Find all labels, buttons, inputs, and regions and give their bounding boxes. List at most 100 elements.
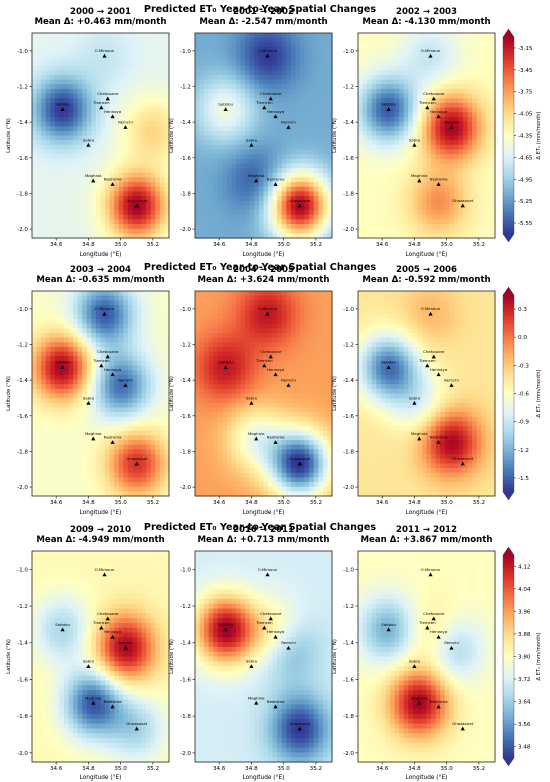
map-cell — [54, 219, 60, 225]
map-cell — [226, 177, 233, 183]
map-cell — [204, 88, 210, 95]
map-cell — [254, 158, 260, 165]
map-cell — [114, 228, 120, 234]
map-cell — [485, 140, 492, 146]
map-cell — [100, 472, 106, 478]
map-cell — [36, 486, 42, 492]
map-cell — [114, 177, 120, 183]
map-cell — [195, 74, 201, 81]
map-cell — [217, 186, 223, 193]
map-cell — [399, 191, 405, 197]
map-cell — [109, 416, 115, 423]
map-cell — [95, 388, 102, 395]
map-cell — [141, 168, 147, 174]
map-cell — [195, 149, 201, 155]
map-cell — [327, 168, 333, 174]
map-cell — [367, 84, 373, 90]
map-cell — [68, 149, 74, 155]
map-cell — [408, 60, 414, 67]
map-cell — [254, 98, 260, 104]
map-cell — [86, 88, 92, 95]
map-cell — [95, 224, 102, 230]
map-cell — [362, 107, 368, 113]
map-cell — [431, 140, 437, 146]
map-cell — [277, 46, 283, 53]
map-cell — [318, 37, 324, 43]
map-cell — [417, 219, 423, 225]
map-cell — [109, 98, 115, 104]
map-cell — [118, 84, 124, 90]
map-cell — [231, 60, 237, 67]
station-marker — [268, 96, 273, 101]
map-cell — [208, 107, 214, 113]
map-cell — [376, 140, 382, 146]
map-cell — [389, 46, 396, 53]
map-cell — [68, 210, 74, 216]
map-cell — [91, 74, 97, 81]
map-cell — [417, 107, 423, 113]
map-cell — [95, 112, 102, 118]
map-cell — [327, 37, 333, 43]
map-cell — [322, 149, 329, 155]
map-cell — [199, 144, 205, 151]
map-cell — [435, 42, 441, 48]
map-cell — [258, 154, 265, 160]
map-cell — [77, 337, 83, 343]
map-cell — [100, 210, 106, 216]
map-cell — [155, 42, 161, 48]
map-cell — [100, 332, 106, 339]
map-cell — [86, 407, 92, 413]
map-cell — [54, 318, 60, 325]
map-cell — [54, 88, 60, 95]
map-cell — [362, 196, 368, 202]
map-cell — [127, 112, 134, 118]
map-cell — [68, 491, 74, 497]
map-cell — [86, 491, 92, 497]
map-cell — [118, 323, 124, 329]
map-cell — [36, 121, 42, 127]
map-cell — [281, 121, 287, 127]
map-cell — [54, 182, 60, 188]
map-cell — [376, 205, 382, 211]
map-cell — [50, 56, 56, 62]
map-cell — [73, 112, 79, 118]
map-cell — [77, 126, 83, 132]
map-cell — [86, 46, 92, 53]
map-cell — [421, 33, 428, 39]
map-cell — [463, 214, 469, 220]
map-cell — [86, 295, 92, 301]
map-cell — [458, 154, 464, 160]
colorbar-1: -3.15-3.45-3.75-4.05-4.35-4.65-4.95-5.25… — [502, 28, 542, 243]
map-cell — [195, 51, 201, 57]
map-cell — [77, 458, 83, 464]
map-cell — [371, 182, 377, 188]
map-cell — [408, 205, 414, 211]
map-cell — [458, 98, 464, 104]
map-cell — [82, 172, 88, 179]
map-cell — [32, 421, 38, 427]
map-cell — [300, 140, 306, 146]
map-cell — [472, 163, 478, 169]
map-cell — [481, 121, 487, 127]
map-cell — [32, 491, 38, 497]
map-cell — [286, 177, 292, 183]
map-cell — [318, 46, 324, 53]
map-cell — [249, 46, 255, 53]
map-cell — [73, 135, 79, 141]
map-cell — [150, 102, 156, 109]
map-cell — [68, 46, 74, 53]
map-cell — [258, 102, 265, 109]
map-cell — [105, 291, 111, 297]
map-cell — [358, 144, 364, 151]
map-cell — [313, 60, 319, 67]
map-cell — [472, 196, 478, 202]
map-cell — [254, 70, 260, 76]
map-cell — [327, 46, 333, 53]
map-cell — [485, 51, 492, 57]
map-cell — [63, 463, 70, 469]
map-cell — [59, 168, 65, 174]
map-cell — [263, 65, 269, 71]
map-cell — [50, 486, 56, 492]
map-cell — [159, 79, 166, 85]
map-cell — [105, 444, 111, 451]
